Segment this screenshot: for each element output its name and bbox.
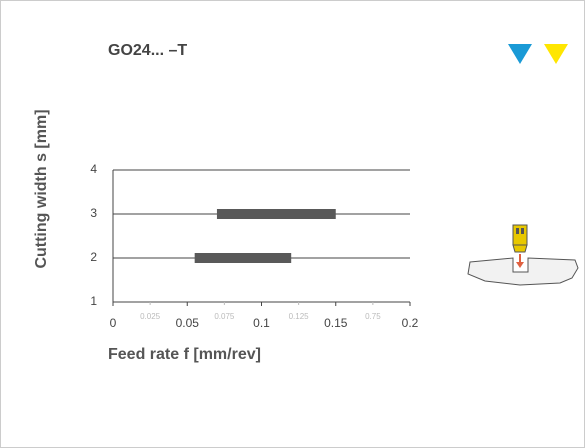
x-minor-tick-label: 0.075 — [214, 312, 235, 321]
tool-diagram — [467, 224, 579, 286]
y-tick-label: 4 — [90, 162, 97, 176]
x-minor-tick-label: 0.125 — [289, 312, 310, 321]
icon-blue-triangle — [508, 44, 532, 64]
y-axis-title: Cutting width s [mm] — [33, 109, 50, 268]
x-tick-label: 0 — [110, 316, 117, 330]
x-tick-label: 0.2 — [402, 316, 419, 330]
y-tick-label: 1 — [90, 294, 97, 308]
x-minor-tick-label: 0.75 — [365, 312, 381, 321]
x-minor-tick-label: 0.025 — [140, 312, 161, 321]
range-bar — [194, 253, 292, 263]
icon-yellow-triangle — [544, 44, 568, 64]
y-tick-label: 2 — [90, 250, 97, 264]
x-tick-label: 0.1 — [253, 316, 270, 330]
x-axis-title: Feed rate f [mm/rev] — [108, 346, 261, 363]
chart-title: GO24... –T — [108, 42, 187, 59]
x-tick-label: 0.05 — [176, 316, 200, 330]
x-tick-label: 0.15 — [324, 316, 348, 330]
y-tick-label: 3 — [90, 206, 97, 220]
range-bar — [216, 209, 336, 219]
